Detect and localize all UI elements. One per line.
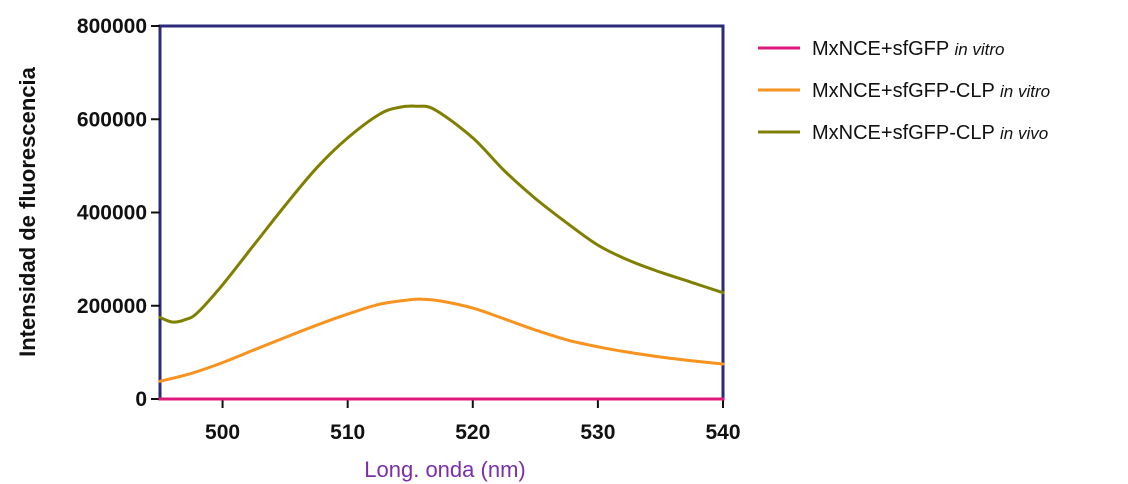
legend-entry: MxNCE+sfGFP in vitro: [812, 38, 1005, 60]
x-tick-label: 530: [580, 421, 615, 444]
y-tick-label: 0: [135, 388, 147, 411]
legend-series-qualifier: in vitro: [1000, 82, 1050, 101]
x-tick-label: 510: [330, 421, 365, 444]
x-tick-label: 500: [205, 421, 240, 444]
series-lines: [158, 104, 725, 401]
series-line-2: [158, 104, 725, 324]
legend-series-qualifier: in vivo: [1000, 124, 1048, 143]
y-axis-title: Intensidad de fluorescencia: [15, 66, 40, 357]
legend-series-name: MxNCE+sfGFP-CLP: [812, 122, 1000, 144]
y-tick-label: 800000: [77, 15, 147, 38]
x-axis: 500 510 520 530 540: [205, 399, 741, 444]
x-axis-title: Long. onda (nm): [364, 457, 525, 482]
x-tick-label: 540: [705, 421, 740, 444]
series-line-1: [158, 297, 725, 383]
x-tick-label: 520: [455, 421, 490, 444]
legend-entry: MxNCE+sfGFP-CLP in vivo: [812, 122, 1048, 144]
legend-series-name: MxNCE+sfGFP-CLP: [812, 80, 1000, 102]
y-tick-label: 200000: [77, 295, 147, 318]
legend-series-qualifier: in vitro: [954, 40, 1004, 59]
legend-series-name: MxNCE+sfGFP: [812, 38, 954, 60]
legend-entry: MxNCE+sfGFP-CLP in vitro: [812, 80, 1050, 102]
plot-frame: [158, 24, 725, 401]
y-axis: 0 200000 400000 600000 800000: [77, 15, 160, 411]
y-tick-label: 400000: [77, 202, 147, 225]
y-tick-label: 600000: [77, 108, 147, 131]
